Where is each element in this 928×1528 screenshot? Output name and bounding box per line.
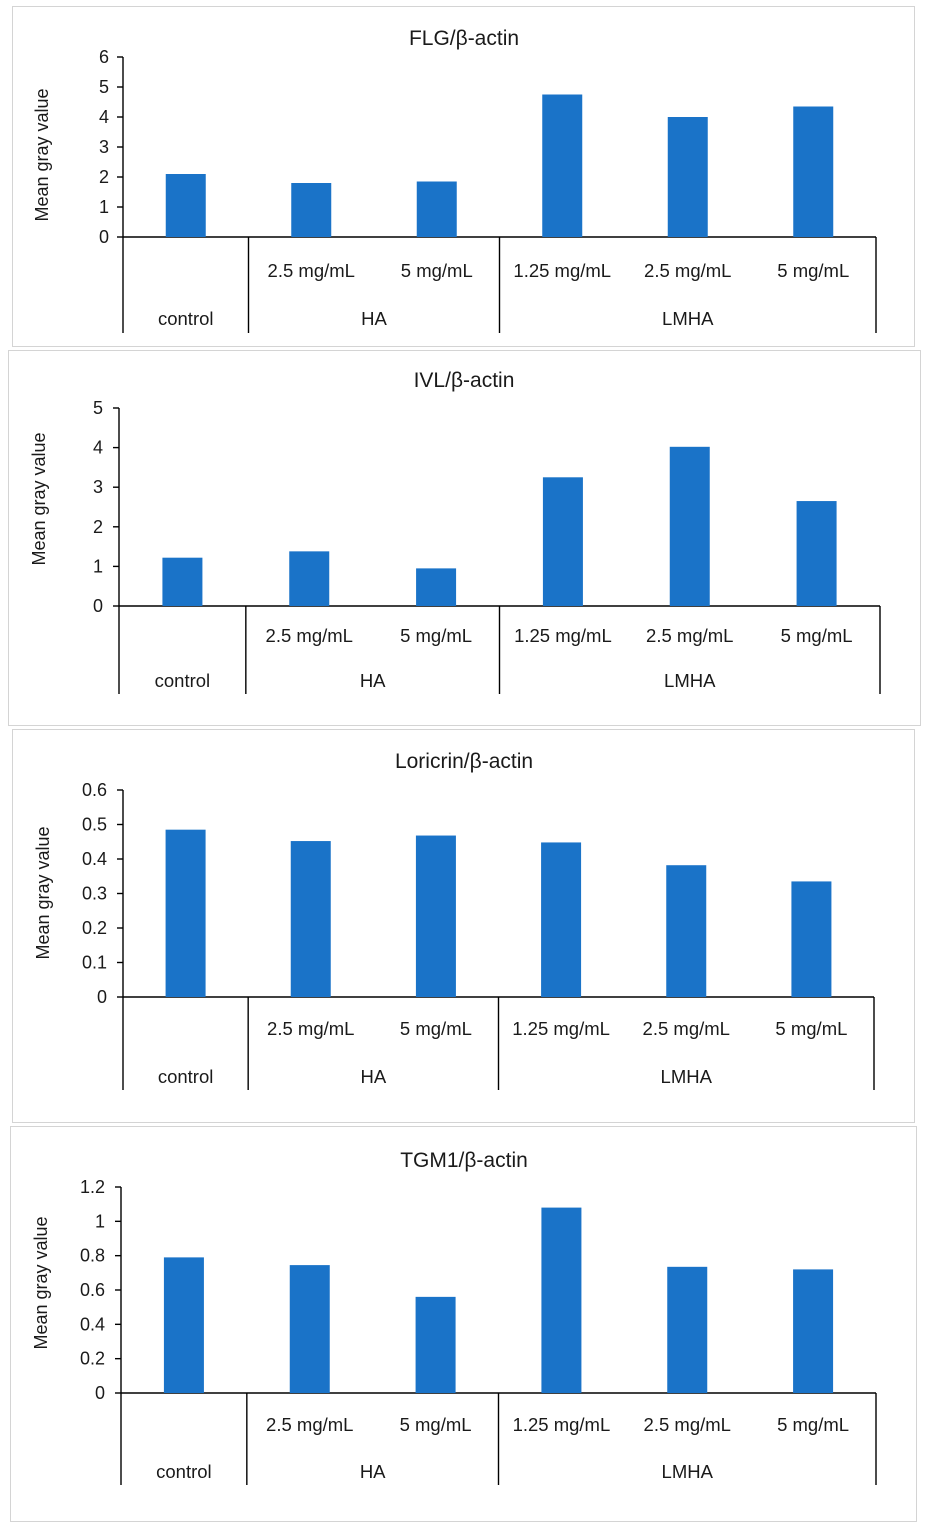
x-tick-label: 5 mg/mL: [777, 260, 849, 281]
x-tick-label: 5 mg/mL: [400, 1414, 472, 1435]
x-tick-label: 2.5 mg/mL: [643, 1018, 730, 1039]
bar: [415, 1296, 456, 1393]
x-tick-label: 2.5 mg/mL: [644, 260, 731, 281]
y-axis-label: Mean gray value: [32, 88, 52, 221]
bar: [791, 881, 832, 997]
bar: [793, 1269, 834, 1393]
x-tick-label: 2.5 mg/mL: [646, 625, 733, 646]
y-tick-label: 0: [93, 596, 103, 616]
chart-panel-ivl: IVL/β-actin Mean gray value 0 1 2 3 4 5 2.5 mg…: [8, 350, 921, 726]
bar: [541, 842, 582, 997]
x-tick-label: 2.5 mg/mL: [266, 1414, 353, 1435]
x-tick-label: 2.5 mg/mL: [644, 1414, 731, 1435]
y-tick-label: 1: [99, 197, 109, 217]
bar: [416, 568, 457, 606]
x-tick-label: 1.25 mg/mL: [514, 625, 612, 646]
bar: [416, 181, 457, 237]
chart-loricrin: Loricrin/β-actin Mean gray value 0 0.1 0.2…: [33, 750, 875, 1090]
y-tick-label: 0.2: [80, 1349, 105, 1369]
chart-title: FLG/β-actin: [409, 27, 519, 50]
chart-title: IVL/β-actin: [414, 369, 515, 392]
y-axis-label: Mean gray value: [29, 432, 49, 565]
chart-panel-loricrin: Loricrin/β-actin Mean gray value 0 0.1 0.2…: [12, 729, 915, 1123]
x-group-label: control: [158, 308, 214, 329]
bar: [289, 551, 330, 606]
y-tick-label: 0: [99, 227, 109, 247]
bar: [290, 841, 331, 997]
x-tick-label: 2.5 mg/mL: [268, 260, 355, 281]
y-tick-label: 0.5: [82, 815, 107, 835]
bar: [796, 501, 837, 606]
bar: [163, 1257, 204, 1393]
bar: [415, 835, 456, 997]
chart-ivl: IVL/β-actin Mean gray value 0 1 2 3 4 5 2.5 mg…: [29, 369, 881, 694]
y-tick-label: 3: [93, 477, 103, 497]
bar: [669, 446, 710, 606]
x-group-label: LMHA: [662, 308, 714, 329]
bar: [542, 94, 583, 237]
x-group-label: LMHA: [664, 670, 716, 691]
x-group-label: control: [156, 1461, 212, 1482]
x-tick-label: 5 mg/mL: [775, 1018, 847, 1039]
x-tick-label: 5 mg/mL: [781, 625, 853, 646]
bar: [541, 1207, 582, 1393]
y-tick-label: 2: [93, 517, 103, 537]
bar: [291, 183, 332, 237]
y-tick-label: 4: [93, 438, 103, 458]
y-tick-label: 0.4: [80, 1314, 105, 1334]
y-tick-label: 5: [93, 398, 103, 418]
chart-flg: FLG/β-actin Mean gray value 0 1 2 3 4 5 6 2.5 m…: [32, 27, 877, 333]
bar: [542, 477, 583, 606]
x-group-label: control: [158, 1066, 214, 1087]
chart-title: Loricrin/β-actin: [395, 750, 533, 773]
x-group-label: HA: [360, 1461, 386, 1482]
x-group-label: HA: [361, 308, 387, 329]
bar: [165, 829, 206, 997]
x-group-label: HA: [360, 1066, 386, 1087]
y-tick-label: 0.6: [80, 1280, 105, 1300]
x-tick-label: 5 mg/mL: [401, 260, 473, 281]
y-tick-label: 0: [95, 1383, 105, 1403]
y-tick-label: 2: [99, 167, 109, 187]
x-group-label: HA: [360, 670, 386, 691]
x-group-label: control: [155, 670, 211, 691]
y-tick-label: 3: [99, 137, 109, 157]
x-tick-label: 5 mg/mL: [777, 1414, 849, 1435]
x-tick-label: 2.5 mg/mL: [267, 1018, 354, 1039]
x-group-label: LMHA: [661, 1066, 713, 1087]
x-tick-label: 5 mg/mL: [400, 625, 472, 646]
y-tick-label: 5: [99, 77, 109, 97]
x-tick-label: 5 mg/mL: [400, 1018, 472, 1039]
bar: [667, 117, 708, 237]
y-tick-label: 1.2: [80, 1177, 105, 1197]
bar: [165, 174, 206, 237]
x-group-label: LMHA: [662, 1461, 714, 1482]
chart-tgm1: TGM1/β-actin Mean gray value 0 0.2 0.4 0.6 0…: [31, 1149, 877, 1485]
chart-title: TGM1/β-actin: [400, 1149, 528, 1172]
x-tick-label: 1.25 mg/mL: [512, 1018, 610, 1039]
y-tick-label: 0: [97, 987, 107, 1007]
y-axis-label: Mean gray value: [31, 1216, 51, 1349]
bar: [162, 557, 203, 606]
y-axis-label: Mean gray value: [33, 826, 53, 959]
y-tick-label: 0.4: [82, 849, 107, 869]
x-tick-label: 2.5 mg/mL: [266, 625, 353, 646]
bar: [666, 865, 707, 997]
y-tick-label: 0.2: [82, 918, 107, 938]
y-tick-label: 0.8: [80, 1246, 105, 1266]
bar: [289, 1265, 330, 1393]
x-tick-label: 1.25 mg/mL: [513, 260, 611, 281]
bar: [793, 106, 834, 237]
chart-panel-tgm1: TGM1/β-actin Mean gray value 0 0.2 0.4 0.6 0…: [10, 1126, 917, 1522]
bar: [667, 1266, 708, 1393]
y-tick-label: 1: [95, 1211, 105, 1231]
x-tick-label: 1.25 mg/mL: [513, 1414, 611, 1435]
y-tick-label: 4: [99, 107, 109, 127]
y-tick-label: 0.6: [82, 780, 107, 800]
y-tick-label: 1: [93, 556, 103, 576]
y-tick-label: 0.3: [82, 884, 107, 904]
chart-panel-flg: FLG/β-actin Mean gray value 0 1 2 3 4 5 6 2.5 m…: [12, 6, 915, 347]
y-tick-label: 0.1: [82, 953, 107, 973]
y-tick-label: 6: [99, 47, 109, 67]
